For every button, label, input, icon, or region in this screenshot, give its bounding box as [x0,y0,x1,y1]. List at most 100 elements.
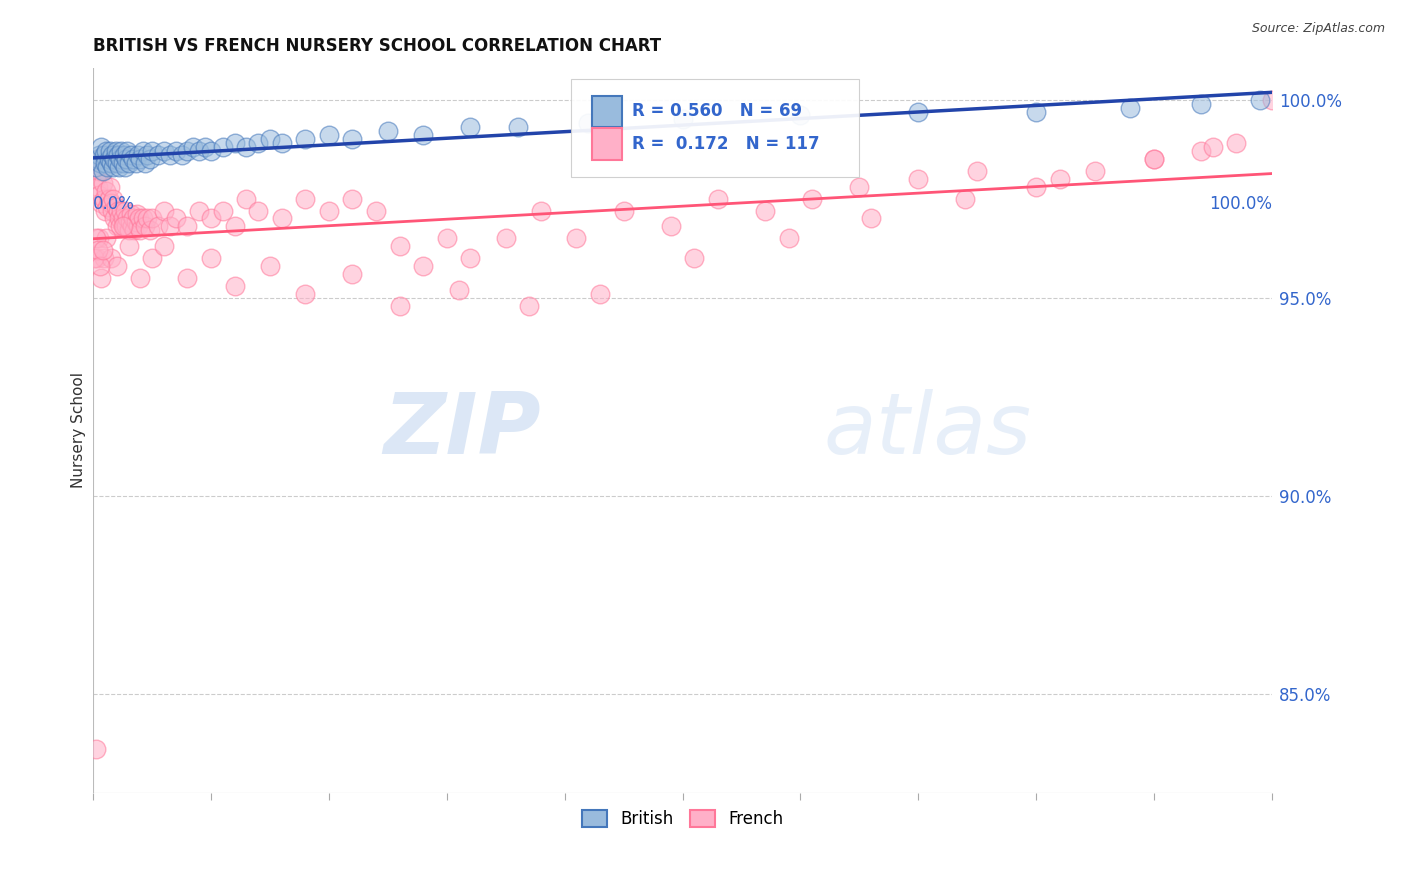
Point [136,148,159,162]
Point [98,179,121,194]
Point [377,124,399,138]
Point [90,195,112,210]
Point [84,742,107,756]
Text: atlas: atlas [824,389,1032,472]
Point [139,152,162,166]
Point [342,267,364,281]
Point [115,219,138,234]
Point [89,259,111,273]
Point [517,299,540,313]
Point [110,203,132,218]
Point [91,176,114,190]
Point [103,211,125,226]
Point [84,231,107,245]
Point [108,211,131,226]
Point [235,192,257,206]
Point [84,160,107,174]
Point [683,251,706,265]
Point [1084,164,1107,178]
Point [90,270,112,285]
Point [122,152,145,166]
Point [134,219,156,234]
Point [1225,136,1247,151]
Point [108,160,131,174]
Point [247,203,270,218]
Point [707,192,730,206]
Text: 0.0%: 0.0% [93,194,135,213]
Point [146,219,169,234]
Point [90,140,112,154]
Point [342,132,364,146]
Point [129,152,152,166]
Point [506,120,529,135]
Point [447,283,470,297]
Point [460,251,482,265]
Point [94,156,117,170]
Point [93,192,115,206]
Point [94,203,117,218]
Point [613,203,636,218]
Text: R =  0.172   N = 117: R = 0.172 N = 117 [631,135,820,153]
Point [131,144,153,158]
Point [103,192,125,206]
Point [117,144,139,158]
Point [100,195,122,210]
Text: ZIP: ZIP [384,389,541,472]
Point [211,203,233,218]
Point [165,211,187,226]
Point [1049,172,1071,186]
Point [778,231,800,245]
Point [318,128,340,143]
Point [183,140,205,154]
Point [294,132,316,146]
Point [1119,101,1142,115]
Point [671,112,693,127]
Point [294,286,316,301]
Point [224,136,246,151]
Point [1202,140,1225,154]
Point [111,219,134,234]
Point [127,148,149,162]
Point [200,144,222,158]
Point [966,164,988,178]
Point [94,184,117,198]
Point [105,219,128,234]
Point [576,116,599,130]
Point [165,144,187,158]
Point [120,207,142,221]
Point [789,108,811,122]
Point [176,144,198,158]
Point [112,219,135,234]
Point [110,219,132,234]
Point [107,148,129,162]
Point [270,211,292,226]
Point [1025,179,1047,194]
Point [117,223,139,237]
Point [188,144,211,158]
Point [87,179,110,194]
Point [188,203,211,218]
Text: 100.0%: 100.0% [1209,194,1272,213]
Point [141,211,163,226]
Point [294,192,316,206]
Point [129,270,152,285]
Point [118,215,141,229]
FancyBboxPatch shape [592,95,623,128]
Point [101,148,124,162]
Point [1261,93,1284,107]
Point [93,148,115,162]
Point [117,239,139,253]
Point [176,270,198,285]
Point [170,148,193,162]
Point [131,211,153,226]
Point [412,259,434,273]
Point [388,239,411,253]
Point [224,219,246,234]
Point [115,152,138,166]
Point [100,251,122,265]
Point [84,172,107,186]
Point [129,223,152,237]
Point [388,299,411,313]
Point [110,152,132,166]
Point [125,207,148,221]
